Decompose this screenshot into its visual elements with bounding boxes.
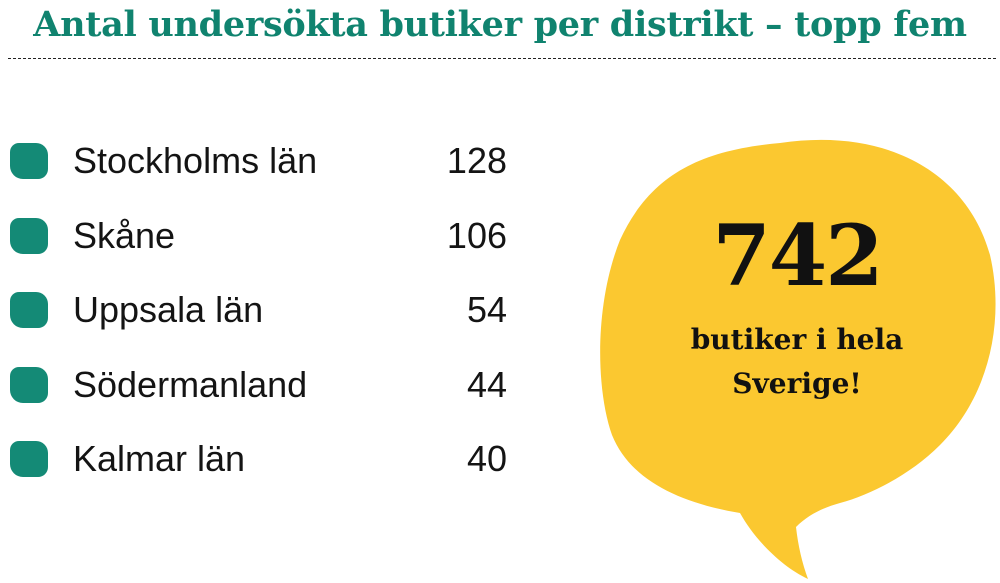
district-value: 40 <box>466 438 507 479</box>
district-value: 106 <box>446 214 507 256</box>
district-value: 44 <box>466 363 507 405</box>
bullet-marker <box>10 441 48 477</box>
total-stores-caption: butiker i hela Sverige! <box>672 318 922 406</box>
district-row: Södermanland 44 <box>0 361 560 411</box>
district-label: Skåne <box>73 214 176 256</box>
bullet-marker <box>10 292 48 328</box>
district-row: Uppsala län 54 <box>0 286 560 336</box>
bullet-marker <box>10 143 48 179</box>
district-label: Södermanland <box>73 363 308 405</box>
speech-bubble-shape <box>600 139 996 579</box>
chart-title: Antal undersökta butiker per distrikt – … <box>33 4 967 45</box>
district-row: Stockholms län 128 <box>0 137 560 187</box>
caption-line-1: butiker i hela <box>690 323 904 356</box>
bubble-fill <box>600 139 996 579</box>
bullet-marker <box>10 366 48 403</box>
district-row: Kalmar län 40 <box>0 435 560 485</box>
bullet-marker <box>10 217 48 254</box>
district-row: Skåne 106 <box>0 212 560 262</box>
district-label: Uppsala län <box>73 289 264 330</box>
title-divider <box>8 58 996 59</box>
district-label: Stockholms län <box>73 140 318 181</box>
caption-line-2: Sverige! <box>732 367 862 400</box>
district-label: Kalmar län <box>73 438 246 479</box>
district-list: Stockholms län 128 Skåne 106 Uppsala län 54 Sö… <box>0 137 560 485</box>
total-stores-number: 742 <box>712 206 883 305</box>
district-value: 54 <box>466 289 507 330</box>
district-value: 128 <box>446 140 507 181</box>
speech-bubble <box>590 135 1000 583</box>
